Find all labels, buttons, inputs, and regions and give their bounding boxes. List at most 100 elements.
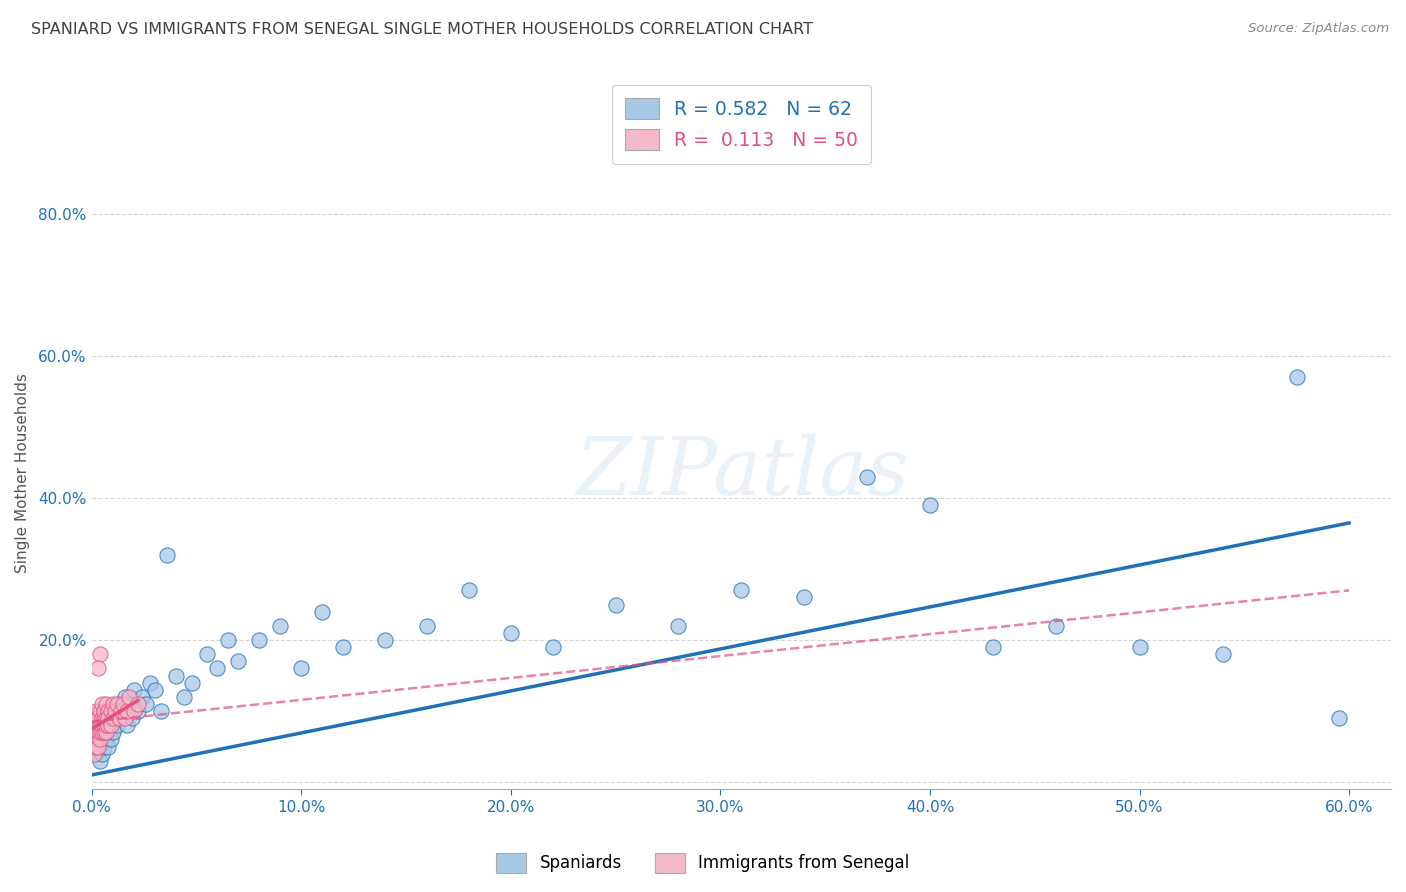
Point [269,619,291,633]
Point [93,718,115,732]
Point [416,619,439,633]
Point [100,732,122,747]
Point [84,711,107,725]
Point [156,548,179,562]
Point [97,711,120,725]
Point [93,725,115,739]
Point [856,470,879,484]
Legend: R = 0.582   N = 62, R =  0.113   N = 50: R = 0.582 N = 62, R = 0.113 N = 50 [612,85,870,163]
Point [217,633,239,648]
Point [139,675,162,690]
Point [118,690,141,704]
Point [311,605,333,619]
Point [135,697,157,711]
Point [97,704,120,718]
Point [93,739,115,754]
Point [91,718,114,732]
Point [89,718,111,732]
Point [207,661,229,675]
Point [87,711,110,725]
Point [83,747,105,761]
Point [105,697,128,711]
Point [83,725,105,739]
Point [1128,640,1150,655]
Point [108,697,131,711]
Point [97,725,120,739]
Point [100,704,122,718]
Point [97,739,120,754]
Point [96,711,118,725]
Point [127,697,149,711]
Point [121,711,143,725]
Point [605,598,627,612]
Text: Source: ZipAtlas.com: Source: ZipAtlas.com [1249,22,1389,36]
Point [89,754,111,768]
Point [247,633,270,648]
Point [96,711,118,725]
Y-axis label: Single Mother Households: Single Mother Households [15,374,30,574]
Point [112,697,135,711]
Point [87,739,110,754]
Point [89,647,111,661]
Text: ZIPatlas: ZIPatlas [575,434,908,512]
Point [101,711,124,725]
Point [118,697,141,711]
Point [541,640,564,655]
Point [83,739,105,754]
Point [84,718,107,732]
Point [122,704,145,718]
Point [91,747,114,761]
Point [104,704,127,718]
Point [458,583,481,598]
Point [89,732,111,747]
Point [131,690,153,704]
Text: SPANIARD VS IMMIGRANTS FROM SENEGAL SINGLE MOTHER HOUSEHOLDS CORRELATION CHART: SPANIARD VS IMMIGRANTS FROM SENEGAL SING… [31,22,813,37]
Point [290,661,312,675]
Legend: Spaniards, Immigrants from Senegal: Spaniards, Immigrants from Senegal [489,847,917,880]
Point [87,725,110,739]
Point [100,718,122,732]
Point [117,704,139,718]
Point [110,711,132,725]
Point [374,633,396,648]
Point [93,718,115,732]
Point [84,747,107,761]
Point [114,711,136,725]
Point [228,654,250,668]
Point [127,704,149,718]
Point [87,732,110,747]
Point [91,697,114,711]
Point [165,668,187,682]
Point [793,591,815,605]
Point [84,732,107,747]
Point [108,711,131,725]
Point [83,732,105,747]
Point [668,619,690,633]
Point [149,704,172,718]
Point [105,718,128,732]
Point [97,718,120,732]
Point [173,690,195,704]
Point [1285,370,1308,384]
Point [1045,619,1067,633]
Point [93,711,115,725]
Point [730,583,752,598]
Point [499,626,522,640]
Point [100,718,122,732]
Point [143,682,166,697]
Point [96,725,118,739]
Point [93,704,115,718]
Point [96,732,118,747]
Point [84,704,107,718]
Point [104,704,127,718]
Point [101,697,124,711]
Point [91,725,114,739]
Point [1212,647,1234,661]
Point [87,739,110,754]
Point [981,640,1004,655]
Point [89,704,111,718]
Point [918,498,941,512]
Point [117,718,139,732]
Point [84,739,107,754]
Point [101,725,124,739]
